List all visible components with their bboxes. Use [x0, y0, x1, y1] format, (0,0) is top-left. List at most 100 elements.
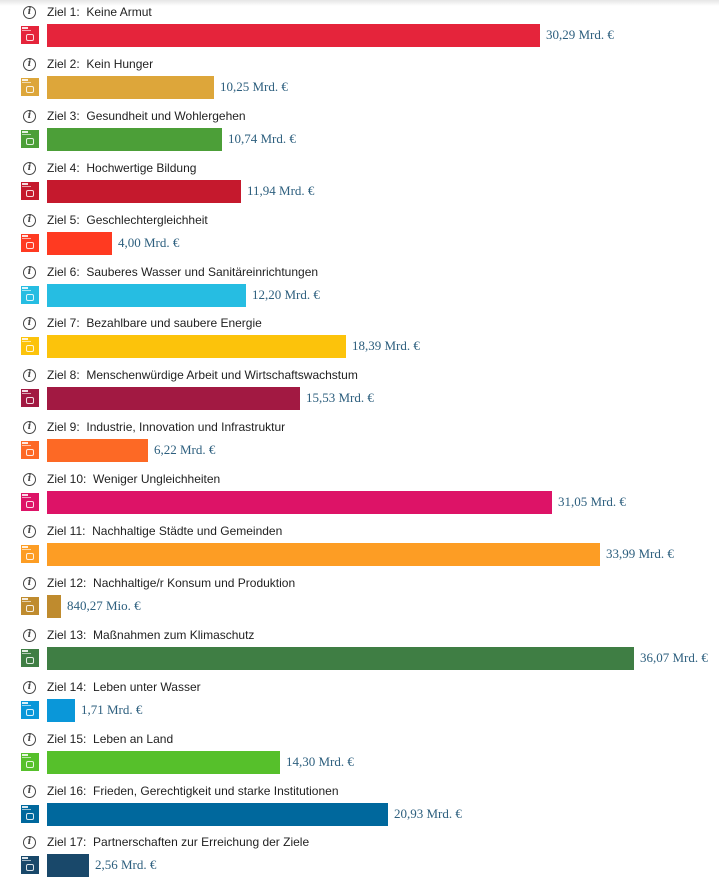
goal-row: i Ziel 9: Industrie, Innovation und Infra…: [0, 418, 719, 470]
icon-symbol-mark: [26, 449, 34, 457]
info-icon[interactable]: i: [23, 421, 36, 435]
value-label: 36,07 Mrd. €: [640, 649, 708, 665]
info-icon[interactable]: i: [23, 161, 36, 175]
goal-label: Ziel 4: Hochwertige Bildung: [47, 161, 196, 175]
goal-label: Ziel 8: Menschenwürdige Arbeit und Wirts…: [47, 368, 358, 382]
bar[interactable]: [47, 646, 634, 670]
icon-text-mark: [22, 497, 31, 499]
goal-name: Maßnahmen zum Klimaschutz: [93, 627, 255, 642]
goal-name: Geschlechtergleichheit: [86, 212, 208, 227]
sdg-goal-icon: [21, 337, 39, 356]
goal-row: i Ziel 13: Maßnahmen zum Klimaschutz 36,07…: [0, 626, 719, 678]
goal-row: i Ziel 10: Weniger Ungleichheiten 31,05 Mr…: [0, 470, 719, 522]
sdg-goal-icon: [21, 493, 39, 512]
icon-text-mark: [22, 860, 31, 862]
goal-row: i Ziel 1: Keine Armut 30,29 Mrd. €: [0, 3, 719, 55]
goal-row: i Ziel 4: Hochwertige Bildung 11,94 Mrd. €: [0, 159, 719, 211]
icon-number-mark: [22, 753, 28, 756]
bar[interactable]: [47, 698, 75, 722]
bar[interactable]: [47, 127, 222, 151]
bar[interactable]: [47, 231, 112, 255]
info-icon[interactable]: i: [23, 265, 36, 279]
info-icon[interactable]: i: [23, 369, 36, 383]
info-icon[interactable]: i: [23, 473, 36, 487]
info-icon[interactable]: i: [23, 6, 36, 19]
sdg-goal-icon: [21, 77, 39, 96]
sdg-goal-icon: [21, 233, 39, 252]
icon-number-mark: [22, 701, 28, 704]
icon-number-mark: [22, 805, 28, 808]
bar[interactable]: [47, 439, 148, 463]
icon-text-mark: [22, 445, 31, 447]
icon-symbol-mark: [26, 397, 34, 405]
bar[interactable]: [47, 283, 246, 307]
icon-symbol-mark: [26, 345, 34, 353]
icon-symbol-mark: [26, 708, 34, 716]
goal-label: Ziel 2: Kein Hunger: [47, 57, 153, 71]
bar[interactable]: [47, 387, 300, 411]
info-icon[interactable]: i: [23, 628, 36, 642]
icon-number-mark: [22, 442, 28, 445]
goal-label: Ziel 3: Gesundheit und Wohlergehen: [47, 109, 246, 123]
info-icon[interactable]: i: [23, 836, 36, 850]
info-icon[interactable]: i: [23, 784, 36, 798]
goal-number: Ziel 4:: [47, 160, 80, 175]
bar[interactable]: [47, 594, 61, 618]
goal-row: i Ziel 12: Nachhaltige/r Konsum und Produ…: [0, 574, 719, 626]
bar[interactable]: [47, 802, 388, 826]
value-label: 11,94 Mrd. €: [247, 182, 315, 198]
icon-number-mark: [22, 494, 28, 497]
sdg-goal-icon: [21, 181, 39, 200]
goal-name: Sauberes Wasser und Sanitäreinrichtungen: [86, 264, 319, 279]
goal-number: Ziel 10:: [47, 472, 87, 487]
info-icon[interactable]: i: [23, 109, 36, 123]
sdg-goal-icon: [21, 545, 39, 563]
info-icon[interactable]: i: [23, 317, 36, 331]
sdg-goal-icon: [21, 285, 39, 304]
icon-symbol-mark: [26, 137, 34, 145]
bar[interactable]: [47, 179, 241, 203]
sdg-goal-icon: [21, 700, 39, 719]
goal-number: Ziel 11:: [47, 524, 86, 538]
icon-number-mark: [22, 286, 28, 289]
bar[interactable]: [47, 543, 600, 566]
icon-symbol-mark: [26, 760, 34, 768]
goal-number: Ziel 13:: [47, 627, 87, 642]
goal-label: Ziel 12: Nachhaltige/r Konsum und Produk…: [47, 576, 295, 590]
bar[interactable]: [47, 854, 89, 878]
goal-name: Bezahlbare und saubere Energie: [86, 316, 262, 331]
bar[interactable]: [47, 75, 214, 99]
goal-label: Ziel 10: Weniger Ungleichheiten: [47, 472, 220, 486]
info-icon[interactable]: i: [23, 576, 36, 590]
info-icon[interactable]: i: [23, 57, 36, 71]
goal-number: Ziel 2:: [47, 56, 80, 71]
icon-number-mark: [22, 130, 28, 133]
sdg-goal-icon: [21, 856, 39, 875]
icon-symbol-mark: [26, 864, 34, 872]
sdg-goal-icon: [21, 804, 39, 823]
goal-label: Ziel 6: Sauberes Wasser und Sanitäreinri…: [47, 265, 318, 279]
value-label: 31,05 Mrd. €: [558, 494, 626, 510]
info-icon[interactable]: i: [23, 525, 36, 538]
goal-row: i Ziel 15: Leben an Land 14,30 Mrd. €: [0, 730, 719, 782]
bar[interactable]: [47, 491, 552, 515]
icon-number-mark: [22, 649, 28, 652]
icon-number-mark: [22, 857, 28, 860]
info-icon[interactable]: i: [23, 213, 36, 227]
goal-number: Ziel 17:: [47, 835, 87, 850]
info-icon[interactable]: i: [23, 680, 36, 694]
bar[interactable]: [47, 750, 280, 774]
sdg-goal-icon: [21, 648, 39, 667]
goal-name: Gesundheit und Wohlergehen: [86, 108, 246, 123]
info-icon[interactable]: i: [23, 732, 36, 746]
icon-number-mark: [22, 338, 28, 341]
bar[interactable]: [47, 335, 346, 359]
bar[interactable]: [47, 24, 540, 47]
icon-text-mark: [22, 133, 31, 135]
icon-symbol-mark: [26, 812, 34, 820]
goal-row: i Ziel 17: Partnerschaften zur Erreichung…: [0, 833, 719, 885]
icon-text-mark: [22, 30, 31, 31]
icon-number-mark: [22, 597, 28, 600]
goal-number: Ziel 15:: [47, 731, 87, 746]
icon-symbol-mark: [26, 189, 34, 197]
